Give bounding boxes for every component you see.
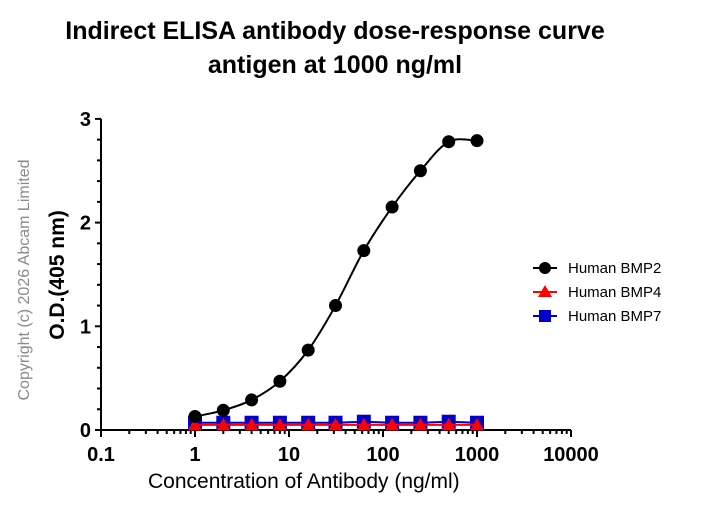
legend-label: Human BMP7 (568, 307, 662, 325)
triangle-marker (188, 417, 202, 431)
circle-marker (413, 164, 427, 178)
legend-label: Human BMP4 (568, 283, 662, 301)
circle-marker (245, 393, 259, 407)
y-tick-label: 1 (80, 316, 91, 338)
x-axis-label: Concentration of Antibody (ng/ml) (148, 470, 460, 493)
legend-item-human-bmp4: Human BMP4 (530, 280, 661, 304)
y-tick-label: 2 (80, 213, 91, 235)
circle-marker (329, 299, 343, 313)
y-tick-label: 0 (80, 420, 91, 442)
circle-marker (385, 200, 399, 214)
x-tick-label: 1000 (455, 444, 500, 466)
x-tick-label: 100 (366, 444, 399, 466)
triangle-icon (533, 285, 557, 297)
circle-marker (357, 244, 371, 258)
circle-marker (188, 410, 202, 424)
chart-title-line2: antigen at 1000 ng/ml (207, 51, 463, 79)
square-icon (533, 310, 557, 322)
legend-item-human-bmp7: Human BMP7 (530, 304, 661, 328)
chart-title-line1: Indirect ELISA antibody dose-response cu… (65, 17, 605, 45)
legend-label: Human BMP2 (568, 259, 662, 277)
circle-marker (301, 343, 315, 357)
triangle-marker (328, 417, 343, 431)
x-tick-label: 0.1 (87, 444, 115, 466)
circle-marker (470, 134, 484, 148)
legend-item-human-bmp2: Human BMP2 (530, 256, 661, 280)
triangle-marker (441, 417, 456, 431)
triangle-marker (301, 417, 316, 431)
circle-marker (273, 374, 287, 388)
x-tick-label: 10000 (543, 444, 599, 466)
triangle-marker (272, 417, 287, 431)
triangle-marker (216, 417, 231, 431)
circle-marker (216, 403, 230, 417)
triangle-marker (385, 417, 400, 431)
triangle-marker (413, 417, 428, 431)
circle-icon (533, 262, 557, 274)
triangle-marker (356, 417, 371, 431)
triangle-marker (244, 417, 259, 431)
x-tick-label: 10 (278, 444, 300, 466)
x-tick-label: 1 (189, 444, 200, 466)
circle-marker (442, 135, 456, 149)
triangle-marker (470, 417, 484, 431)
legend: Human BMP2 Human BMP4 Human BMP7 (530, 256, 661, 328)
series-line-human-bmp2 (194, 138, 478, 418)
y-tick-label: 3 (80, 109, 91, 131)
